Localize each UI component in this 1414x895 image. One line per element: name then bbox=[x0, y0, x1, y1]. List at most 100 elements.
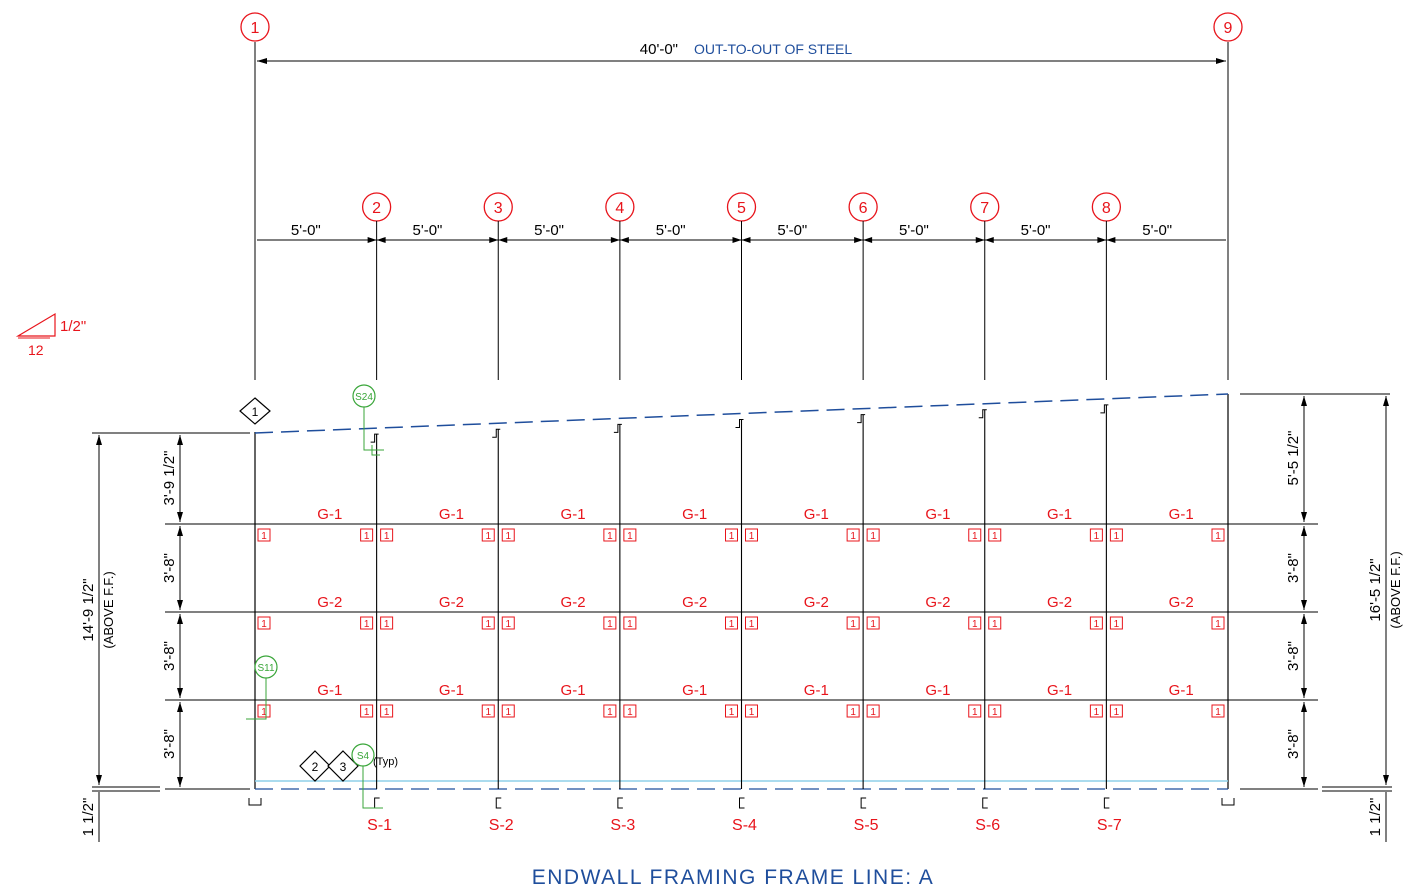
bay-dimensions: 5'-0" 5'-0" 5'-0" 5'-0" 5'-0" 5'-0" 5'-0" 5'-0" bbox=[291, 222, 1172, 243]
grid-bubble-label: 9 bbox=[1224, 20, 1233, 37]
connection-tag: 1 bbox=[360, 704, 374, 718]
girt-mark: G-1 bbox=[1047, 506, 1072, 523]
connection-tag-label: 1 bbox=[729, 531, 735, 542]
right-total-note: (ABOVE F.F.) bbox=[1388, 551, 1403, 628]
connection-tag: 1 bbox=[745, 704, 758, 718]
bay-dimension-label: 5'-0" bbox=[656, 222, 686, 239]
connection-tag-label: 1 bbox=[749, 531, 755, 542]
grid-bubble-label: 8 bbox=[1102, 200, 1111, 217]
girt-mark: G-2 bbox=[561, 594, 586, 611]
girt-mark: G-1 bbox=[925, 506, 950, 523]
connection-tag: 1 bbox=[257, 616, 271, 630]
detail-bubble-s11: S11 bbox=[246, 655, 278, 720]
connection-tag: 1 bbox=[968, 528, 982, 542]
column-mark: S-5 bbox=[854, 817, 879, 834]
connection-tag-label: 1 bbox=[627, 707, 633, 718]
connection-tag: 1 bbox=[866, 704, 880, 718]
connection-tag: 1 bbox=[1211, 528, 1225, 542]
column-S-7: S-7 bbox=[1097, 404, 1122, 834]
left-total-note: (ABOVE F.F.) bbox=[101, 571, 116, 648]
connection-tag: 1 bbox=[1089, 528, 1103, 542]
detail-diamonds-base: 2 3 bbox=[299, 750, 359, 782]
connection-tag-label: 1 bbox=[261, 707, 267, 718]
connection-tag-label: 1 bbox=[384, 619, 390, 630]
columns: S-1 S-2 S-3 S-4 S-5 S-6 S-7 bbox=[248, 404, 1235, 834]
end-column-base bbox=[1221, 798, 1235, 806]
connection-tag-label: 1 bbox=[384, 531, 390, 542]
girt-mark: G-2 bbox=[439, 594, 464, 611]
bay-dimension-label: 5'-0" bbox=[1021, 222, 1051, 239]
bay-dimension-tick bbox=[975, 237, 994, 243]
connection-tag: 1 bbox=[481, 528, 495, 542]
connection-tag: 1 bbox=[725, 616, 738, 630]
connection-tag-label: 1 bbox=[1094, 619, 1100, 630]
detail-bubble-s24-label: S24 bbox=[355, 392, 373, 403]
girt-mark: G-1 bbox=[1169, 506, 1194, 523]
girt-mark: G-2 bbox=[682, 594, 707, 611]
column-mark: S-2 bbox=[489, 817, 514, 834]
connection-tag: 1 bbox=[866, 616, 880, 630]
connection-tag-label: 1 bbox=[505, 619, 511, 630]
girt-mark: G-1 bbox=[1047, 682, 1072, 699]
connection-tag: 1 bbox=[380, 528, 394, 542]
connection-tag-label: 1 bbox=[364, 531, 370, 542]
connection-tag: 1 bbox=[846, 528, 860, 542]
right-segment-1: 5'-5 1/2" bbox=[1285, 431, 1302, 486]
detail-diamond-top-label: 1 bbox=[252, 405, 259, 419]
connection-tag: 1 bbox=[866, 528, 880, 542]
connection-tag: 1 bbox=[380, 704, 394, 718]
connection-tag-label: 1 bbox=[1215, 707, 1221, 718]
connection-tag-label: 1 bbox=[485, 619, 491, 630]
connection-tag: 1 bbox=[968, 704, 982, 718]
connection-tag-label: 1 bbox=[972, 531, 978, 542]
column-mark: S-4 bbox=[732, 817, 757, 834]
connection-tag: 1 bbox=[603, 616, 617, 630]
connection-tag: 1 bbox=[1089, 704, 1103, 718]
left-base-dimension: 1 1/2" bbox=[80, 798, 97, 837]
connection-tag-label: 1 bbox=[729, 619, 735, 630]
girt-mark: G-2 bbox=[925, 594, 950, 611]
grid-bubble-label: 7 bbox=[980, 200, 989, 217]
column-S-2: S-2 bbox=[489, 428, 514, 834]
overall-dimension-note: OUT-TO-OUT OF STEEL bbox=[694, 41, 852, 57]
connection-tag-label: 1 bbox=[972, 707, 978, 718]
connection-tag-label: 1 bbox=[261, 531, 267, 542]
connection-tag-label: 1 bbox=[1094, 707, 1100, 718]
girt-mark: G-1 bbox=[317, 682, 342, 699]
girt-mark: G-1 bbox=[317, 506, 342, 523]
connection-tag: 1 bbox=[360, 528, 374, 542]
connection-tag-label: 1 bbox=[992, 707, 998, 718]
left-segment-1: 3'-9 1/2" bbox=[161, 451, 178, 506]
roof-line bbox=[254, 393, 1229, 434]
connection-tag: 1 bbox=[501, 704, 515, 718]
connection-tag-label: 1 bbox=[749, 707, 755, 718]
connection-tag: 1 bbox=[501, 616, 515, 630]
girt-mark: G-2 bbox=[1047, 594, 1072, 611]
column-mark: S-6 bbox=[975, 817, 1000, 834]
girt-mark: G-1 bbox=[561, 506, 586, 523]
connection-tag: 1 bbox=[603, 528, 617, 542]
connection-tag-label: 1 bbox=[485, 707, 491, 718]
connection-tag-label: 1 bbox=[384, 707, 390, 718]
connection-tag: 1 bbox=[988, 528, 1002, 542]
connection-tag: 1 bbox=[481, 616, 495, 630]
right-segment-2: 3'-8" bbox=[1285, 553, 1302, 583]
connection-tag: 1 bbox=[968, 616, 982, 630]
girt-mark: G-2 bbox=[317, 594, 342, 611]
connection-tag: 1 bbox=[745, 528, 758, 542]
connection-tag: 1 bbox=[603, 704, 617, 718]
connection-tag: 1 bbox=[623, 616, 637, 630]
connection-tag: 1 bbox=[623, 704, 637, 718]
bay-dimension-tick bbox=[367, 237, 386, 243]
grid-bubble-3: 3 bbox=[483, 192, 513, 380]
grid-layer: 1 2 3 4 5 6 7 8 9 bbox=[240, 12, 1243, 380]
connection-tag-label: 1 bbox=[364, 619, 370, 630]
grid-bubble-8: 8 bbox=[1091, 192, 1122, 380]
bay-dimension-tick bbox=[489, 237, 508, 243]
girt-mark: G-2 bbox=[1169, 594, 1194, 611]
roof-slope-run: 12 bbox=[28, 342, 44, 358]
grid-bubble-label: 6 bbox=[859, 200, 868, 217]
connection-tag-label: 1 bbox=[505, 707, 511, 718]
roof-slope-symbol: 1/2" 12 bbox=[15, 312, 86, 358]
